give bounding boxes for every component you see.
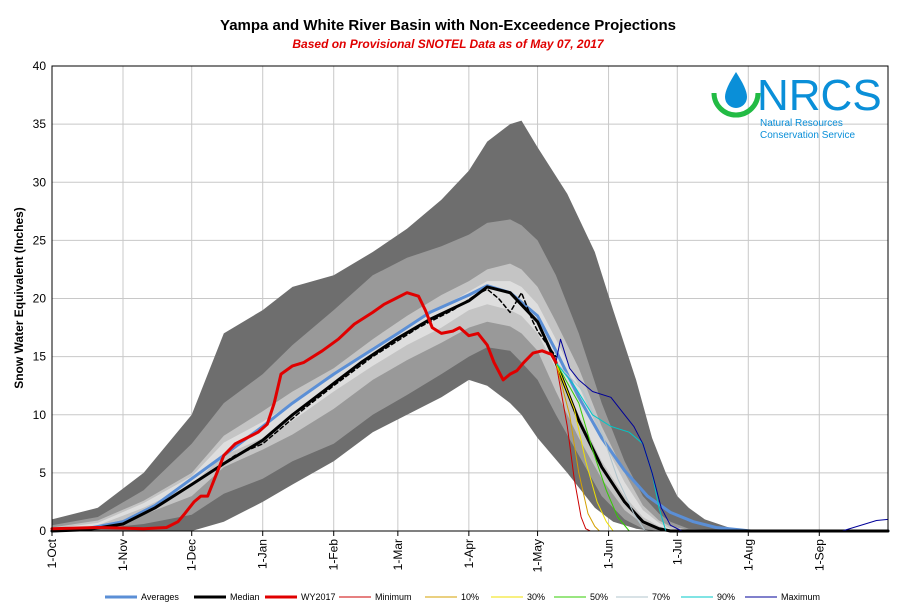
legend-label: Maximum — [781, 592, 820, 602]
x-tick-label: 1-Jun — [602, 539, 616, 569]
chart-title: Yampa and White River Basin with Non-Exc… — [220, 17, 676, 34]
x-tick-label: 1-Aug — [741, 539, 755, 571]
y-tick-label: 0 — [39, 524, 46, 538]
series-line-10- — [555, 361, 600, 532]
x-tick-label: 1-Oct — [45, 538, 59, 568]
series-line-wy2017 — [50, 291, 558, 531]
band-10-90 — [52, 219, 888, 531]
x-tick-label: 1-Nov — [116, 539, 130, 571]
series-line-30- — [555, 361, 614, 532]
logo-line1: Natural Resources — [760, 118, 843, 129]
x-tick-label: 1-Jul — [670, 539, 684, 565]
legend-label: 30% — [527, 592, 545, 602]
logo-text: NRCS — [757, 71, 882, 120]
plot-area: 0 5 10 15 20 25 30 35 40 1-Oct 1-Nov 1-Dec 1-Jan 1-Fe… — [33, 59, 890, 572]
x-tick-label: 1-Jan — [256, 539, 270, 569]
x-tick-label: 1-Dec — [185, 539, 199, 571]
nrcs-logo: NRCS Natural Resources Conservation Serv… — [711, 71, 882, 141]
y-tick-label: 15 — [33, 350, 47, 364]
legend-label: WY2017 — [301, 592, 336, 602]
y-tick-label: 5 — [39, 466, 46, 480]
water-drop-icon — [725, 72, 747, 108]
legend-label: Minimum — [375, 592, 412, 602]
x-tick-label: 1-Sep — [812, 539, 826, 571]
series-line-maximum — [555, 338, 889, 532]
legend-label: Median — [230, 592, 260, 602]
x-tick-label: 1-Feb — [327, 539, 341, 571]
series-line-median-dashed — [190, 288, 557, 486]
legend-label: 70% — [652, 592, 670, 602]
y-tick-label: 40 — [33, 59, 47, 73]
legend-label: 90% — [717, 592, 735, 602]
logo-swoosh — [711, 92, 761, 118]
series-line-minimum — [555, 361, 591, 532]
series-line-90- — [555, 361, 667, 532]
x-tick-label: 1-May — [531, 539, 545, 572]
legend: Averages Median WY2017 Minimum 10% 30% 50% 70% 9… — [105, 592, 820, 602]
band-30-70 — [52, 263, 888, 531]
x-tick-label: 1-Mar — [391, 539, 405, 570]
y-tick-label: 20 — [33, 292, 47, 306]
y-axis-label: Snow Water Equivalent (Inches) — [12, 207, 26, 389]
chart-subtitle: Based on Provisional SNOTEL Data as of M… — [292, 37, 605, 51]
legend-label: 10% — [461, 592, 479, 602]
series-line-50- — [555, 361, 630, 532]
y-tick-label: 30 — [33, 175, 47, 189]
legend-label: Averages — [141, 592, 179, 602]
y-tick-label: 10 — [33, 408, 47, 422]
plot-border — [51, 65, 889, 532]
y-tick-label: 25 — [33, 233, 47, 247]
legend-label: 50% — [590, 592, 608, 602]
x-tick-label: 1-Apr — [462, 539, 476, 568]
series-line-70- — [555, 361, 646, 532]
logo-line2: Conservation Service — [760, 130, 855, 141]
y-tick-label: 35 — [33, 117, 47, 131]
